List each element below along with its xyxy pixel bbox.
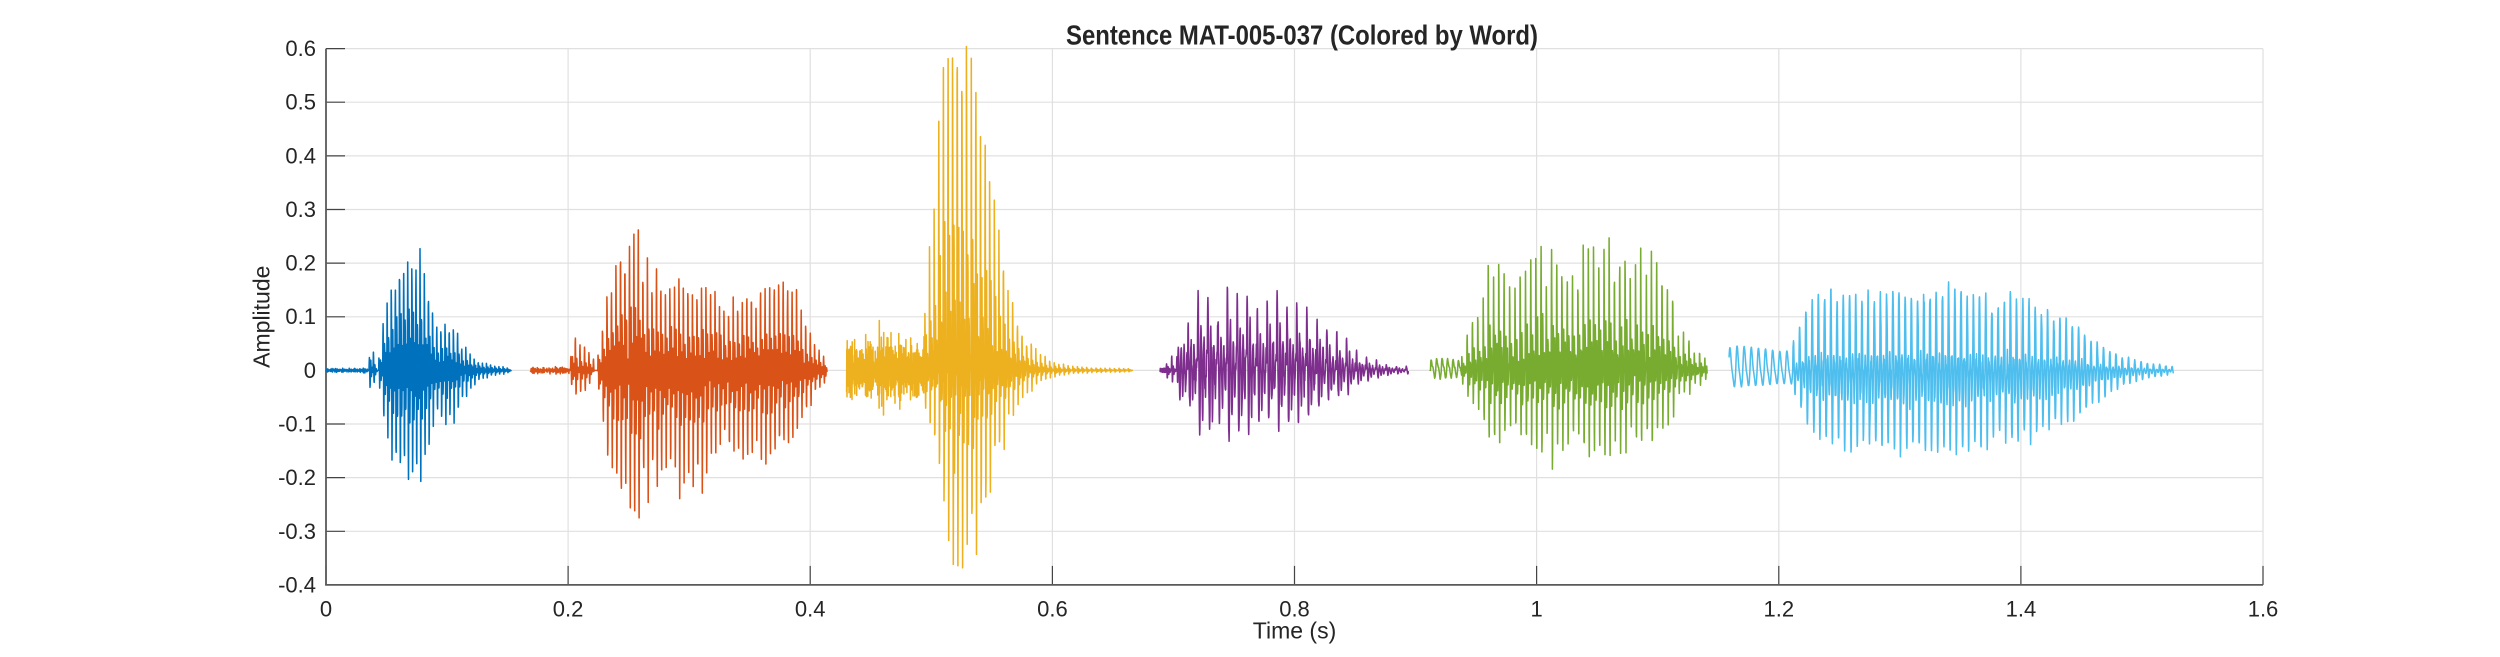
svg-text:0.8: 0.8 [1279,596,1310,621]
svg-text:0.3: 0.3 [285,197,316,222]
svg-text:1.6: 1.6 [2248,596,2279,621]
svg-text:0.2: 0.2 [285,251,316,276]
svg-text:0: 0 [320,596,332,621]
svg-text:1.4: 1.4 [2006,596,2037,621]
svg-text:-0.1: -0.1 [278,412,316,437]
svg-text:Amplitude: Amplitude [249,266,275,368]
svg-text:0.5: 0.5 [285,90,316,115]
svg-text:0.6: 0.6 [1037,596,1068,621]
svg-text:0.1: 0.1 [285,304,316,329]
svg-text:0.4: 0.4 [795,596,826,621]
svg-text:0.2: 0.2 [553,596,584,621]
svg-text:0.6: 0.6 [285,36,316,61]
svg-text:1.2: 1.2 [1764,596,1795,621]
svg-text:-0.3: -0.3 [278,519,316,544]
svg-text:-0.2: -0.2 [278,465,316,490]
svg-text:1: 1 [1530,596,1542,621]
svg-text:Time (s): Time (s) [1253,618,1336,644]
svg-text:-0.4: -0.4 [278,572,316,597]
svg-text:0: 0 [304,358,316,383]
svg-text:Sentence MAT-005-037 (Colored: Sentence MAT-005-037 (Colored by Word) [1066,19,1538,50]
svg-text:0.4: 0.4 [285,143,316,168]
